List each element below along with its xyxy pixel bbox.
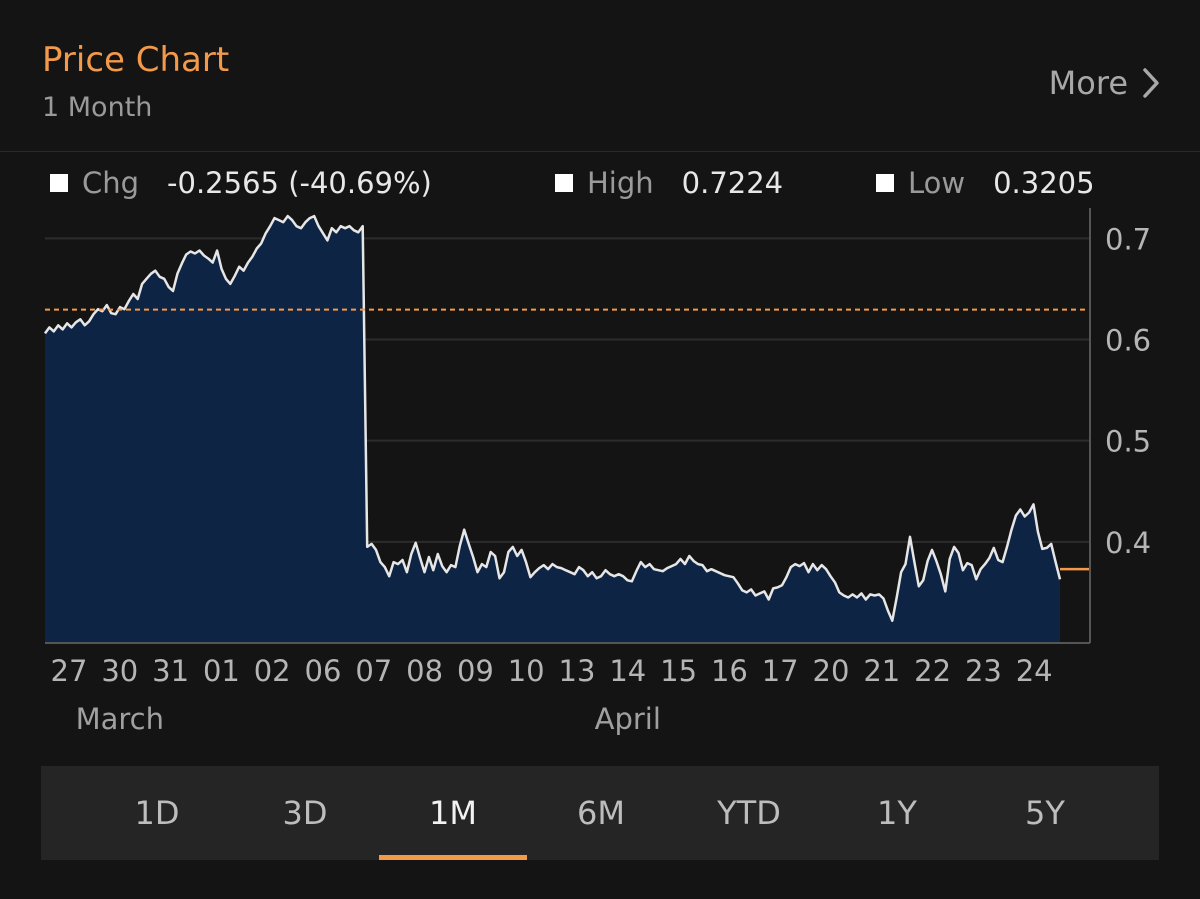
x-tick-label: 06 xyxy=(305,654,342,688)
x-tick-label: 27 xyxy=(51,654,88,688)
stat-low: Low 0.3205 xyxy=(876,166,1095,200)
x-tick-label: 23 xyxy=(965,654,1002,688)
y-tick-label: 0.7 xyxy=(1105,222,1151,256)
more-link[interactable]: More xyxy=(1049,64,1160,102)
x-tick-label: 17 xyxy=(762,654,799,688)
stat-change: Chg -0.2565 (-40.69%) xyxy=(50,166,432,200)
period-tab-5y[interactable]: 5Y xyxy=(1025,794,1065,832)
x-tick-label: 14 xyxy=(609,654,646,688)
price-area xyxy=(45,216,1060,643)
x-tick-label: 02 xyxy=(254,654,291,688)
x-tick-label: 24 xyxy=(1016,654,1053,688)
x-tick-label: 13 xyxy=(559,654,596,688)
legend-square-icon xyxy=(555,174,573,192)
month-label: April xyxy=(595,702,661,736)
period-tab-1m[interactable]: 1M xyxy=(379,766,527,860)
stats-bar: Chg -0.2565 (-40.69%) High 0.7224 Low 0.… xyxy=(0,166,1200,210)
stat-high-value: 0.7224 xyxy=(681,166,784,200)
x-tick-label: 22 xyxy=(914,654,951,688)
x-tick-label: 20 xyxy=(813,654,850,688)
period-subtitle: 1 Month xyxy=(42,92,153,123)
x-tick-label: 15 xyxy=(660,654,697,688)
period-tab-ytd[interactable]: YTD xyxy=(717,794,781,832)
x-tick-label: 30 xyxy=(101,654,138,688)
page-title: Price Chart xyxy=(42,40,230,80)
x-tick-label: 31 xyxy=(152,654,189,688)
y-tick-label: 0.4 xyxy=(1105,526,1151,560)
header: Price Chart 1 Month More xyxy=(0,0,1200,151)
x-tick-label: 10 xyxy=(508,654,545,688)
price-chart[interactable]: 0.7 0.6 0.5 0.4 27 30 31 01 02 06 07 08 09 10 13 14 15 16… xyxy=(0,200,1200,745)
stat-change-value: -0.2565 (-40.69%) xyxy=(167,166,432,200)
more-label: More xyxy=(1048,64,1128,102)
legend-square-icon xyxy=(50,174,68,192)
header-divider xyxy=(0,151,1200,152)
y-tick-label: 0.5 xyxy=(1105,425,1151,459)
stat-high: High 0.7224 xyxy=(555,166,783,200)
period-tab-1y[interactable]: 1Y xyxy=(877,794,917,832)
month-label: March xyxy=(76,702,164,736)
x-tick-label: 21 xyxy=(863,654,900,688)
period-tab-6m[interactable]: 6M xyxy=(577,794,625,832)
stat-change-label: Chg xyxy=(82,166,140,200)
y-tick-label: 0.6 xyxy=(1105,324,1151,358)
x-tick-label: 07 xyxy=(355,654,392,688)
stat-high-label: High xyxy=(587,166,654,200)
period-tab-1d[interactable]: 1D xyxy=(134,794,180,832)
x-tick-label: 08 xyxy=(406,654,443,688)
period-selector: 1D 3D 1M 6M YTD 1Y 5Y xyxy=(41,766,1159,860)
x-tick-label: 01 xyxy=(203,654,240,688)
chevron-right-icon xyxy=(1143,68,1159,98)
stat-low-label: Low xyxy=(908,166,966,200)
price-line xyxy=(43,214,1062,622)
legend-square-icon xyxy=(876,174,894,192)
x-tick-label: 16 xyxy=(711,654,748,688)
x-tick-label: 09 xyxy=(457,654,494,688)
stat-low-value: 0.3205 xyxy=(993,166,1095,200)
period-tab-3d[interactable]: 3D xyxy=(282,794,328,832)
